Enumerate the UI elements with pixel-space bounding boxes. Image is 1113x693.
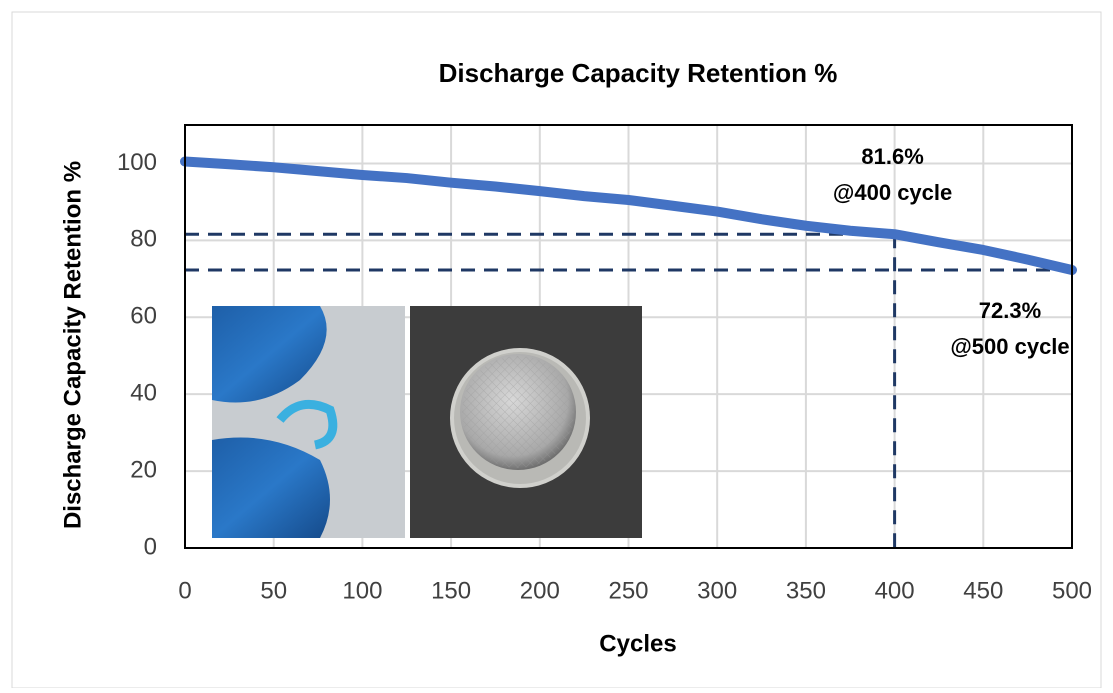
x-tick-label: 400 [875,577,915,604]
x-tick-label: 0 [178,577,191,604]
y-tick-label: 100 [117,149,157,176]
x-tick-label: 150 [431,577,471,604]
x-tick-label: 100 [342,577,382,604]
annotation-text: @400 cycle [833,180,952,205]
y-tick-label: 0 [144,533,157,560]
y-tick-label: 40 [130,380,157,407]
inset-photo-coin-cell [410,306,642,538]
x-tick-label: 450 [963,577,1003,604]
x-tick-label: 250 [608,577,648,604]
annotation-text: 72.3% [979,298,1041,323]
chart: Discharge Capacity Retention % Cycles Di… [0,0,1113,688]
x-tick-label: 200 [520,577,560,604]
chart-title: Discharge Capacity Retention % [439,58,838,88]
y-tick-label: 60 [130,303,157,330]
x-tick-label: 50 [260,577,287,604]
x-tick-label: 500 [1052,577,1092,604]
annotation-text: 81.6% [861,144,923,169]
x-axis-label: Cycles [599,630,676,657]
x-tick-label: 300 [697,577,737,604]
inset-photo-flexible [212,306,405,538]
y-tick-label: 80 [130,226,157,253]
x-tick-label: 350 [786,577,826,604]
y-tick-label: 20 [130,456,157,483]
y-axis-label: Discharge Capacity Retention % [59,161,86,529]
annotation-text: @500 cycle [950,334,1069,359]
